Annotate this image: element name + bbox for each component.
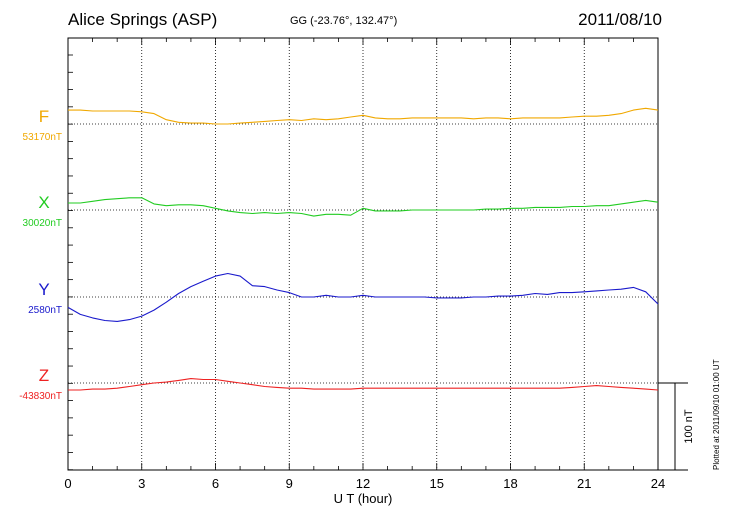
series-line-y	[67, 272, 659, 322]
x-tick-label: 21	[577, 476, 591, 491]
station-title: Alice Springs (ASP)	[68, 10, 218, 29]
series-baseline-y: 2580nT	[28, 305, 62, 316]
x-tick-label: 6	[212, 476, 219, 491]
series-line-z	[68, 378, 659, 391]
x-tick-label: 15	[430, 476, 444, 491]
series-line-f	[68, 107, 659, 125]
x-tick-label: 12	[356, 476, 370, 491]
series-name-x: X	[38, 193, 49, 212]
x-axis-title: U T (hour)	[334, 491, 393, 506]
plotted-timestamp: Plotted at 2011/09/10 01:00 UT	[712, 359, 721, 470]
x-tick-label: 0	[64, 476, 71, 491]
x-tick-label: 3	[138, 476, 145, 491]
x-tick-label: 9	[286, 476, 293, 491]
series-baseline-f: 53170nT	[23, 132, 62, 143]
x-tick-label: 24	[651, 476, 665, 491]
station-coordinates: GG (-23.76°, 132.47°)	[290, 15, 398, 27]
plot-date: 2011/08/10	[578, 10, 662, 29]
x-tick-label: 18	[503, 476, 517, 491]
series-baseline-x: 30020nT	[23, 218, 62, 229]
series-name-f: F	[39, 107, 49, 126]
series-name-y: Y	[38, 280, 49, 299]
series-baseline-z: -43830nT	[19, 391, 62, 402]
scale-bar-label: 100 nT	[683, 409, 695, 444]
series-name-z: Z	[39, 366, 49, 385]
series-line-x	[68, 197, 659, 217]
